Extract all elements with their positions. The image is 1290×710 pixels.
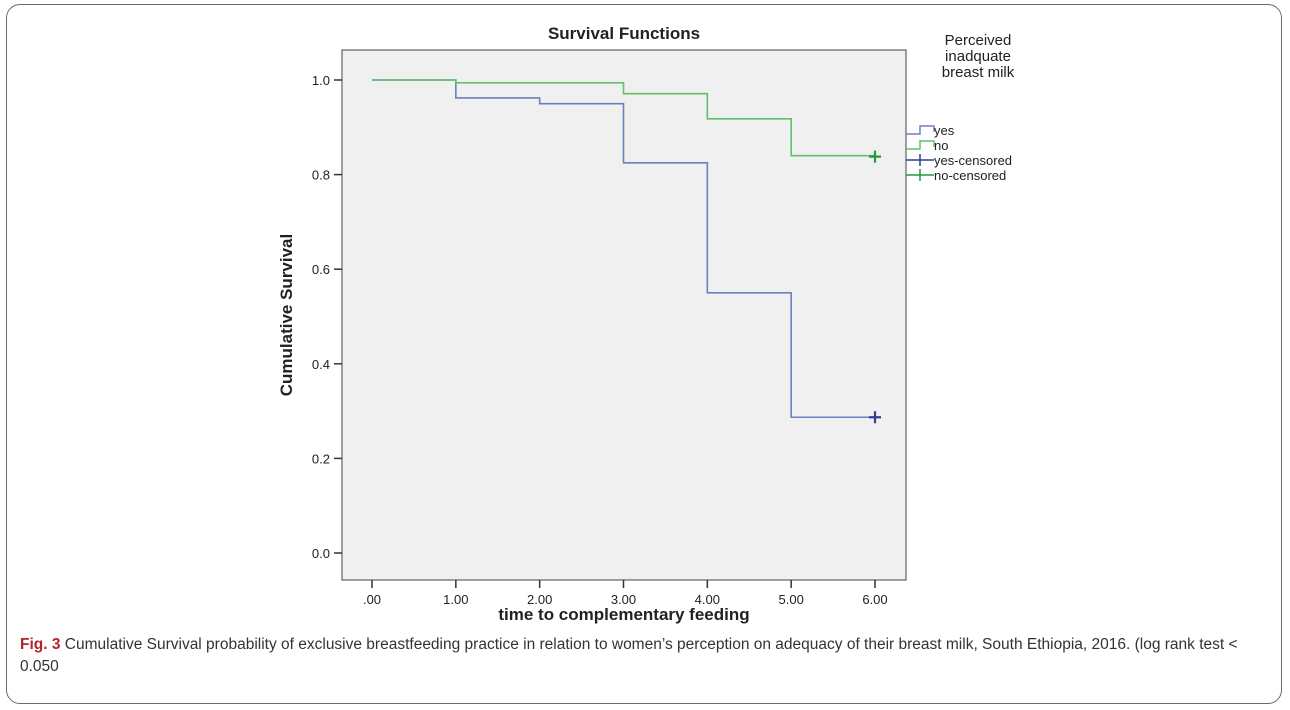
- legend-label-no: no: [934, 138, 948, 153]
- chart-title: Survival Functions: [548, 24, 700, 43]
- series-yes-line: [372, 79, 875, 419]
- y-tick-label: 0.0: [312, 546, 330, 561]
- plot-layer: Survival Functions 0.0 0.2 0.4 0.6 0.8 1.0 .00 1…: [277, 24, 1015, 624]
- x-tick-label: 1.00: [443, 592, 468, 607]
- legend-swatch-no: [906, 140, 935, 150]
- y-tick-label: 0.6: [312, 262, 330, 277]
- legend-label-yes: yes: [934, 123, 955, 138]
- y-axis-label: Cumulative Survival: [277, 234, 296, 397]
- legend-label-no-censored: no-censored: [934, 168, 1006, 183]
- caption-text: Cumulative Survival probability of exclu…: [20, 636, 1238, 675]
- caption-label: Fig. 3: [20, 636, 61, 653]
- y-tick-label: 0.8: [312, 168, 330, 183]
- figure-caption: Fig. 3 Cumulative Survival probability o…: [20, 634, 1260, 678]
- y-tick-label: 0.4: [312, 357, 330, 372]
- x-tick-label: 5.00: [779, 592, 804, 607]
- censored-marker-yes: [869, 411, 881, 424]
- legend-title: Perceived inadquate breast milk: [942, 32, 1015, 81]
- survival-chart: Survival Functions 0.0 0.2 0.4 0.6 0.8 1.0 .00 1…: [277, 24, 1015, 624]
- x-tick-label: 2.00: [527, 592, 552, 607]
- censored-marker-no: [869, 150, 881, 163]
- legend-label-yes-censored: yes-censored: [934, 153, 1012, 168]
- legend-swatch-yes-censored: [906, 154, 934, 166]
- x-tick-label: .00: [363, 592, 381, 607]
- x-tick-label: 6.00: [862, 592, 887, 607]
- y-tick-label: 1.0: [312, 73, 330, 88]
- legend-swatch-yes: [906, 125, 935, 135]
- series-no-line: [372, 79, 875, 157]
- legend-swatch-no-censored: [906, 169, 934, 181]
- x-tick-label: 3.00: [611, 592, 636, 607]
- x-tick-label: 4.00: [695, 592, 720, 607]
- y-tick-label: 0.2: [312, 451, 330, 466]
- x-axis-label: time to complementary feeding: [498, 605, 749, 624]
